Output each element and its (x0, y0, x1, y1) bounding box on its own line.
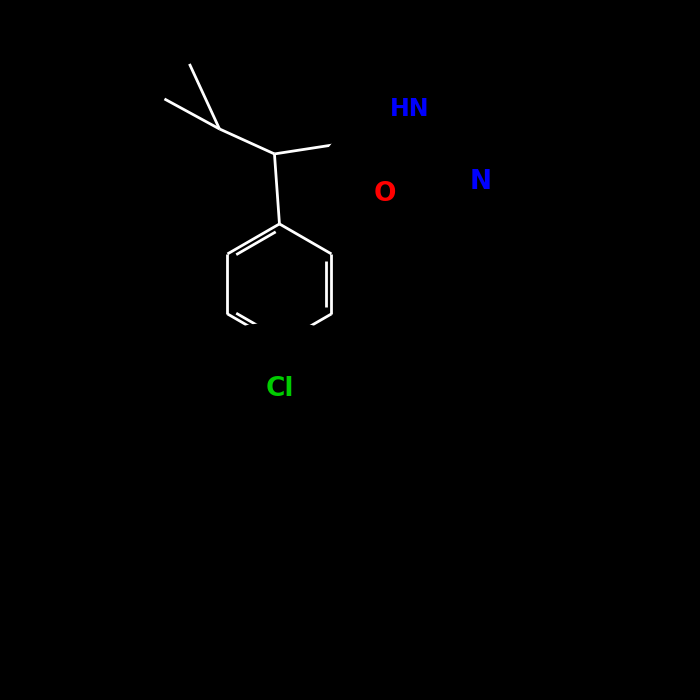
Text: O: O (373, 181, 395, 207)
Text: N: N (470, 169, 491, 195)
Text: Cl: Cl (265, 376, 294, 402)
Text: S: S (440, 75, 459, 101)
Text: HN: HN (390, 97, 429, 121)
